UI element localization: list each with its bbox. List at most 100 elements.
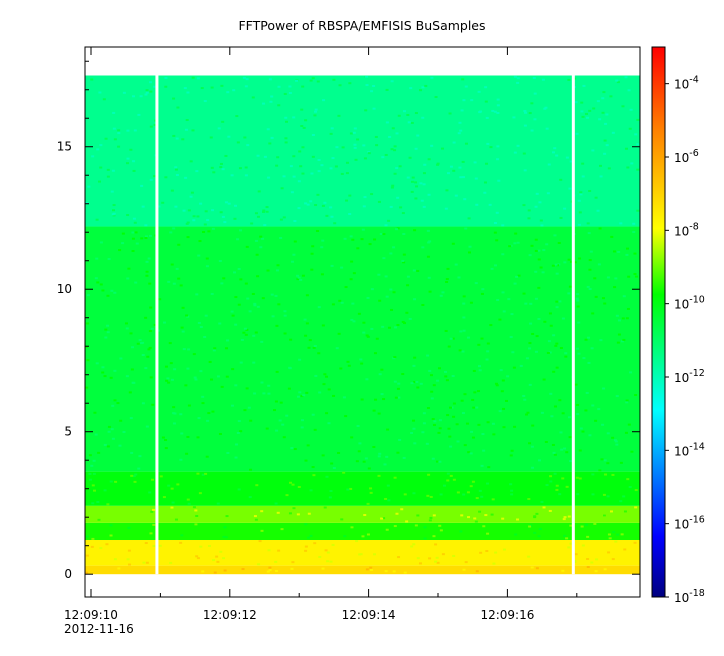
- power-speckle: [152, 544, 156, 547]
- colorbar-tick-label: 10-10: [674, 295, 705, 312]
- power-speckle: [297, 207, 301, 210]
- power-speckle: [355, 460, 359, 463]
- power-speckle: [180, 326, 184, 329]
- power-speckle: [179, 284, 183, 287]
- power-speckle: [617, 250, 621, 253]
- power-speckle: [234, 384, 238, 387]
- power-speckle: [436, 163, 440, 166]
- power-speckle: [382, 257, 386, 260]
- power-speckle: [601, 97, 605, 100]
- power-speckle: [179, 458, 183, 461]
- power-speckle: [369, 568, 373, 571]
- power-speckle: [449, 474, 453, 477]
- power-speckle: [85, 346, 89, 349]
- power-speckle: [218, 322, 222, 325]
- power-speckle: [586, 336, 590, 339]
- power-speckle: [489, 146, 493, 149]
- power-speckle: [275, 370, 279, 373]
- power-speckle: [469, 485, 473, 488]
- power-speckle: [297, 276, 301, 279]
- power-speckle: [387, 499, 391, 502]
- power-speckle: [374, 135, 378, 138]
- power-speckle: [141, 354, 145, 357]
- power-speckle: [561, 569, 565, 572]
- power-speckle: [366, 296, 370, 299]
- power-speckle: [462, 302, 466, 305]
- power-speckle: [403, 322, 407, 325]
- power-speckle: [590, 347, 594, 350]
- power-speckle: [555, 306, 559, 309]
- power-speckle: [509, 336, 513, 339]
- power-speckle: [148, 330, 152, 333]
- power-speckle: [611, 436, 615, 439]
- power-speckle: [253, 515, 257, 518]
- power-speckle: [205, 257, 209, 260]
- power-speckle: [432, 535, 436, 538]
- power-speckle: [509, 454, 513, 457]
- power-speckle: [443, 484, 447, 487]
- power-speckle: [497, 179, 501, 182]
- power-speckle: [377, 455, 381, 458]
- power-speckle: [267, 392, 271, 395]
- power-speckle: [487, 466, 491, 469]
- power-speckle: [170, 189, 174, 192]
- power-speckle: [201, 570, 205, 573]
- power-speckle: [259, 246, 263, 249]
- power-speckle: [282, 175, 286, 178]
- power-speckle: [435, 556, 439, 559]
- power-speckle: [396, 324, 400, 327]
- power-speckle: [95, 257, 99, 260]
- power-speckle: [113, 399, 117, 402]
- power-speckle: [243, 136, 247, 139]
- power-speckle: [221, 215, 225, 218]
- power-speckle: [476, 390, 480, 393]
- power-speckle: [140, 184, 144, 187]
- power-speckle: [164, 439, 168, 442]
- power-speckle: [329, 490, 333, 493]
- power-speckle: [397, 556, 401, 559]
- power-speckle: [221, 168, 225, 171]
- power-speckle: [236, 238, 240, 241]
- power-speckle: [469, 452, 473, 455]
- power-speckle: [205, 455, 209, 458]
- power-speckle: [263, 224, 267, 227]
- power-speckle: [569, 524, 573, 527]
- power-speckle: [452, 554, 456, 557]
- power-speckle: [126, 162, 130, 165]
- power-speckle: [288, 512, 292, 515]
- power-speckle: [422, 422, 426, 425]
- power-speckle: [181, 330, 185, 333]
- power-speckle: [530, 445, 534, 448]
- power-speckle: [265, 206, 269, 209]
- power-speckle: [325, 214, 329, 217]
- power-speckle: [85, 571, 89, 574]
- power-speckle: [94, 277, 98, 280]
- power-speckle: [213, 347, 217, 350]
- power-speckle: [260, 529, 264, 532]
- power-speckle: [96, 148, 100, 151]
- power-speckle: [107, 258, 111, 261]
- power-speckle: [207, 412, 211, 415]
- power-speckle: [162, 496, 166, 499]
- power-speckle: [303, 318, 307, 321]
- power-speckle: [527, 209, 531, 212]
- power-speckle: [415, 380, 419, 383]
- colorbar: [651, 46, 666, 598]
- power-speckle: [586, 116, 590, 119]
- power-speckle: [169, 362, 173, 365]
- power-speckle: [581, 162, 585, 165]
- power-speckle: [470, 430, 474, 433]
- power-speckle: [496, 158, 500, 161]
- power-speckle: [305, 294, 309, 297]
- power-speckle: [449, 165, 453, 168]
- power-speckle: [323, 373, 327, 376]
- power-speckle: [285, 414, 289, 417]
- power-speckle: [103, 489, 107, 492]
- power-speckle: [522, 292, 526, 295]
- power-speckle: [190, 191, 194, 194]
- power-speckle: [269, 100, 273, 103]
- power-speckle: [396, 451, 400, 454]
- power-speckle: [402, 253, 406, 256]
- power-speckle: [390, 80, 394, 83]
- power-speckle: [584, 112, 588, 115]
